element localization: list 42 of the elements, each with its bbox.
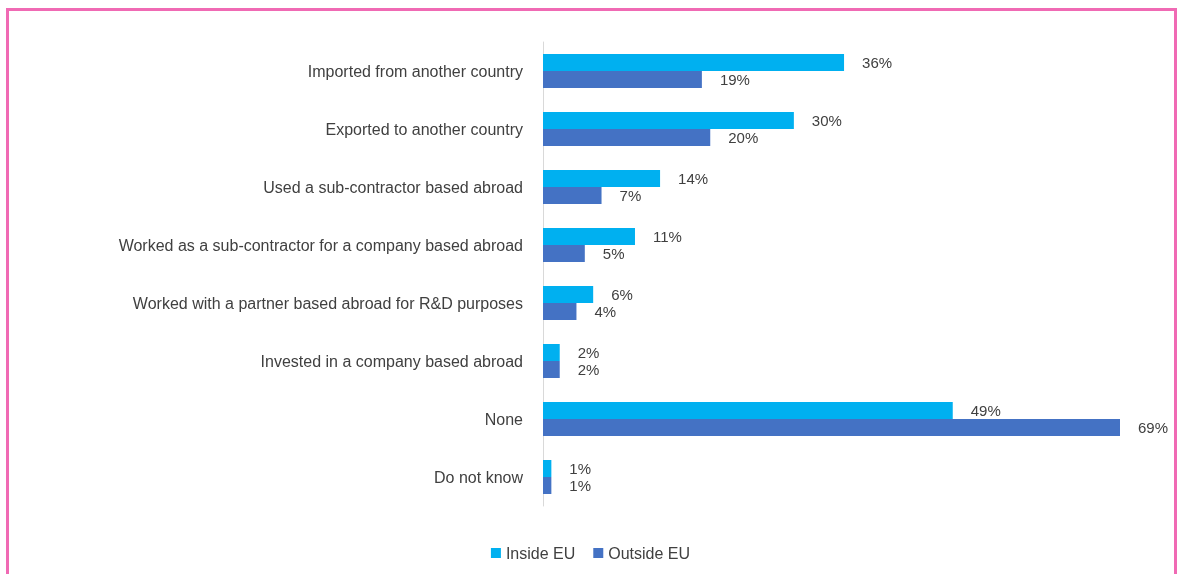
y-tick-label: Imported from another country xyxy=(307,62,523,80)
data-label: 2% xyxy=(577,361,600,378)
data-label: 14% xyxy=(678,170,709,187)
data-label: 2% xyxy=(577,344,600,361)
legend-label: Outside EU xyxy=(608,544,691,562)
bar xyxy=(543,286,594,303)
data-label: 69% xyxy=(1138,419,1169,436)
y-tick-label: Exported to another country xyxy=(325,120,523,138)
bar xyxy=(543,129,711,146)
y-tick-label: None xyxy=(484,410,524,428)
bar xyxy=(543,402,953,419)
y-tick-label: Invested in a company based abroad xyxy=(260,352,523,370)
bar xyxy=(543,245,585,262)
data-label: 49% xyxy=(970,402,1001,419)
bar xyxy=(543,54,845,71)
data-label: 11% xyxy=(652,228,682,245)
y-tick-label: Used a sub-contractor based abroad xyxy=(263,178,523,196)
bar xyxy=(543,187,602,204)
data-label: 5% xyxy=(602,245,625,262)
bar xyxy=(543,460,552,477)
y-tick-label: Do not know xyxy=(434,468,524,486)
data-label: 19% xyxy=(719,71,750,88)
bar xyxy=(543,477,552,494)
bar xyxy=(543,419,1120,436)
data-label: 36% xyxy=(862,54,893,71)
data-label: 30% xyxy=(811,112,842,129)
bar xyxy=(543,344,560,361)
y-tick-label: Worked with a partner based abroad for R&D purposes xyxy=(132,294,523,312)
bar xyxy=(543,170,661,187)
legend-label: Inside EU xyxy=(505,544,576,562)
data-label: 4% xyxy=(594,303,617,320)
bar xyxy=(543,303,577,320)
bar xyxy=(543,112,794,129)
data-label: 6% xyxy=(611,286,633,303)
bar xyxy=(543,71,702,88)
bar xyxy=(543,228,635,245)
data-label: 1% xyxy=(569,477,592,494)
data-label: 1% xyxy=(569,460,592,477)
data-label: 7% xyxy=(619,187,642,204)
data-label: 20% xyxy=(728,129,759,146)
bar xyxy=(543,361,560,378)
y-tick-label: Worked as a sub-contractor for a company based abroad xyxy=(118,236,523,254)
